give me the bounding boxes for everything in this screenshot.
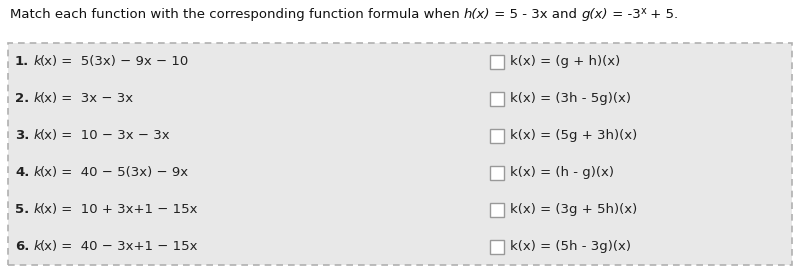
Text: k(x) = (h - g)(x): k(x) = (h - g)(x) <box>510 166 614 179</box>
Text: =  5(3x) − 9x − 10: = 5(3x) − 9x − 10 <box>57 55 188 68</box>
Text: + 5.: + 5. <box>646 8 678 21</box>
Text: = -3: = -3 <box>608 8 641 21</box>
Text: (x): (x) <box>40 166 58 179</box>
Text: k(x) = (3g + 5h)(x): k(x) = (3g + 5h)(x) <box>510 203 638 216</box>
Bar <box>490 239 504 254</box>
Text: k: k <box>34 240 42 253</box>
Text: k: k <box>34 129 42 142</box>
Text: (x): (x) <box>40 203 58 216</box>
Text: 3.: 3. <box>15 129 30 142</box>
Text: =  10 − 3x − 3x: = 10 − 3x − 3x <box>57 129 170 142</box>
Text: =  10 + 3x+1 − 15x: = 10 + 3x+1 − 15x <box>57 203 198 216</box>
Text: k: k <box>34 166 42 179</box>
Text: (x): (x) <box>40 240 58 253</box>
Bar <box>490 203 504 216</box>
Bar <box>490 55 504 69</box>
Text: 1.: 1. <box>15 55 30 68</box>
Text: k(x) = (5g + 3h)(x): k(x) = (5g + 3h)(x) <box>510 129 638 142</box>
Bar <box>490 91 504 105</box>
FancyBboxPatch shape <box>8 43 792 265</box>
Text: k: k <box>34 203 42 216</box>
Text: k(x) = (5h - 3g)(x): k(x) = (5h - 3g)(x) <box>510 240 631 253</box>
Text: k: k <box>34 92 42 105</box>
Bar <box>490 129 504 143</box>
Bar <box>490 165 504 180</box>
Text: (x): (x) <box>40 92 58 105</box>
Text: =  3x − 3x: = 3x − 3x <box>57 92 133 105</box>
Text: x: x <box>641 6 646 16</box>
Text: (x): (x) <box>40 55 58 68</box>
Text: 6.: 6. <box>15 240 30 253</box>
Text: k(x) = (3h - 5g)(x): k(x) = (3h - 5g)(x) <box>510 92 631 105</box>
Text: 5.: 5. <box>15 203 30 216</box>
Text: =  40 − 3x+1 − 15x: = 40 − 3x+1 − 15x <box>57 240 198 253</box>
Text: =  40 − 5(3x) − 9x: = 40 − 5(3x) − 9x <box>57 166 188 179</box>
Text: k: k <box>34 55 42 68</box>
Text: h(x): h(x) <box>464 8 490 21</box>
Text: k(x) = (g + h)(x): k(x) = (g + h)(x) <box>510 55 620 68</box>
Text: 2.: 2. <box>15 92 30 105</box>
Text: (x): (x) <box>40 129 58 142</box>
Text: = 5 - 3x and: = 5 - 3x and <box>490 8 582 21</box>
Text: 4.: 4. <box>15 166 30 179</box>
Text: g(x): g(x) <box>582 8 608 21</box>
Text: Match each function with the corresponding function formula when: Match each function with the correspondi… <box>10 8 464 21</box>
